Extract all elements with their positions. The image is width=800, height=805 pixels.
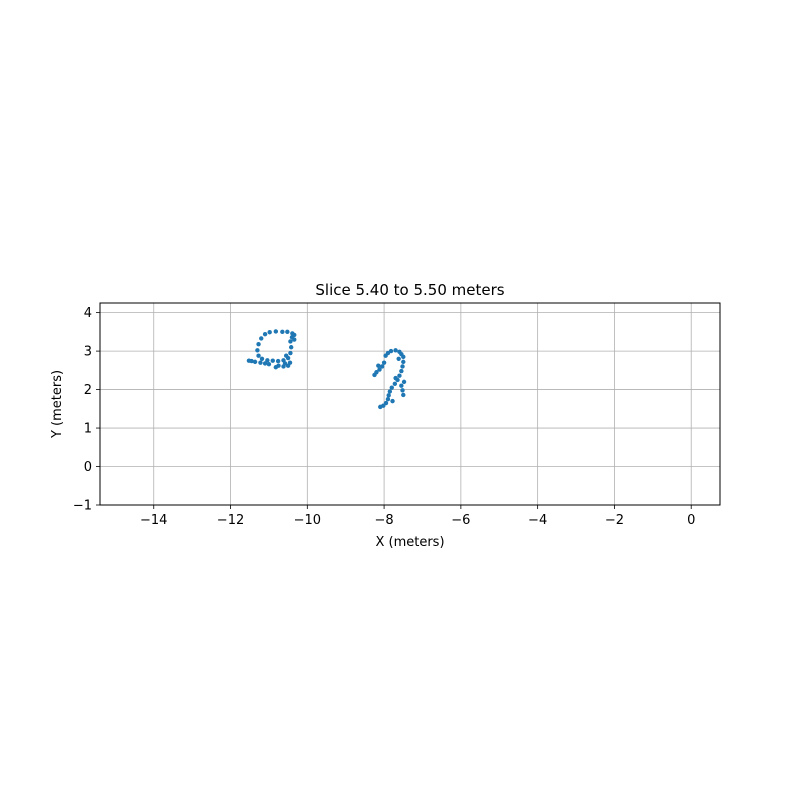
data-point: [285, 363, 291, 368]
data-point: [292, 337, 297, 342]
data-point: [378, 404, 383, 410]
y-tick-label: −1: [73, 499, 92, 514]
x-tick-label: −10: [294, 513, 321, 528]
data-point: [392, 381, 398, 386]
x-tick-label: −4: [528, 513, 547, 528]
chart-title: Slice 5.40 to 5.50 meters: [315, 281, 504, 299]
data-point: [288, 350, 293, 356]
data-points: [246, 329, 407, 410]
data-point: [401, 392, 406, 398]
data-point: [386, 393, 391, 398]
data-point: [259, 356, 265, 361]
data-point: [397, 373, 402, 378]
y-axis-label: Y (meters): [50, 370, 65, 439]
data-point: [381, 360, 387, 365]
grid: [100, 303, 720, 506]
y-tick-label: 2: [84, 383, 92, 398]
data-point: [401, 359, 406, 365]
data-point: [265, 358, 270, 363]
data-point: [246, 358, 252, 363]
data-point: [372, 372, 377, 378]
data-point: [266, 361, 272, 367]
data-point: [283, 353, 289, 358]
x-tick-label: −12: [217, 513, 244, 528]
data-point: [256, 353, 261, 358]
data-point: [267, 330, 272, 335]
data-point: [390, 398, 395, 404]
data-point: [389, 385, 394, 390]
data-point: [385, 396, 391, 402]
data-point: [400, 388, 405, 393]
data-point: [383, 353, 388, 358]
y-tick-label: 1: [84, 422, 92, 437]
x-tick-label: −2: [605, 513, 624, 528]
data-point: [399, 383, 404, 388]
data-point: [396, 356, 401, 361]
data-point: [400, 364, 405, 369]
data-point: [393, 348, 398, 353]
data-point: [288, 339, 293, 344]
data-point: [288, 345, 294, 350]
data-point: [259, 336, 264, 341]
data-point: [275, 358, 281, 364]
data-point: [280, 329, 285, 335]
data-point: [376, 363, 381, 368]
data-point: [387, 389, 393, 394]
x-tick-label: −14: [140, 513, 167, 528]
data-point: [377, 367, 382, 372]
data-point: [256, 341, 261, 347]
data-point: [379, 364, 385, 369]
y-tick-label: 0: [84, 460, 92, 475]
data-point: [401, 379, 407, 385]
x-tick-label: −8: [375, 513, 394, 528]
data-point: [393, 375, 398, 381]
data-point: [399, 368, 404, 374]
data-point: [273, 329, 279, 334]
x-axis-label: X (meters): [375, 535, 444, 550]
data-point: [262, 331, 268, 337]
data-point: [285, 329, 290, 335]
data-point: [290, 331, 295, 336]
data-point: [252, 359, 258, 365]
y-tick-label: 3: [84, 345, 92, 360]
data-point: [401, 354, 406, 360]
data-point: [383, 400, 389, 406]
y-tick-label: 4: [84, 306, 92, 321]
data-point: [270, 358, 275, 363]
plot-area-frame: [99, 302, 721, 506]
x-tick-label: −6: [451, 513, 470, 528]
data-point: [255, 348, 260, 353]
x-tick-label: 0: [687, 513, 695, 528]
data-point: [282, 361, 288, 366]
data-point: [262, 361, 268, 366]
data-point: [273, 365, 279, 370]
data-point: [258, 360, 263, 365]
